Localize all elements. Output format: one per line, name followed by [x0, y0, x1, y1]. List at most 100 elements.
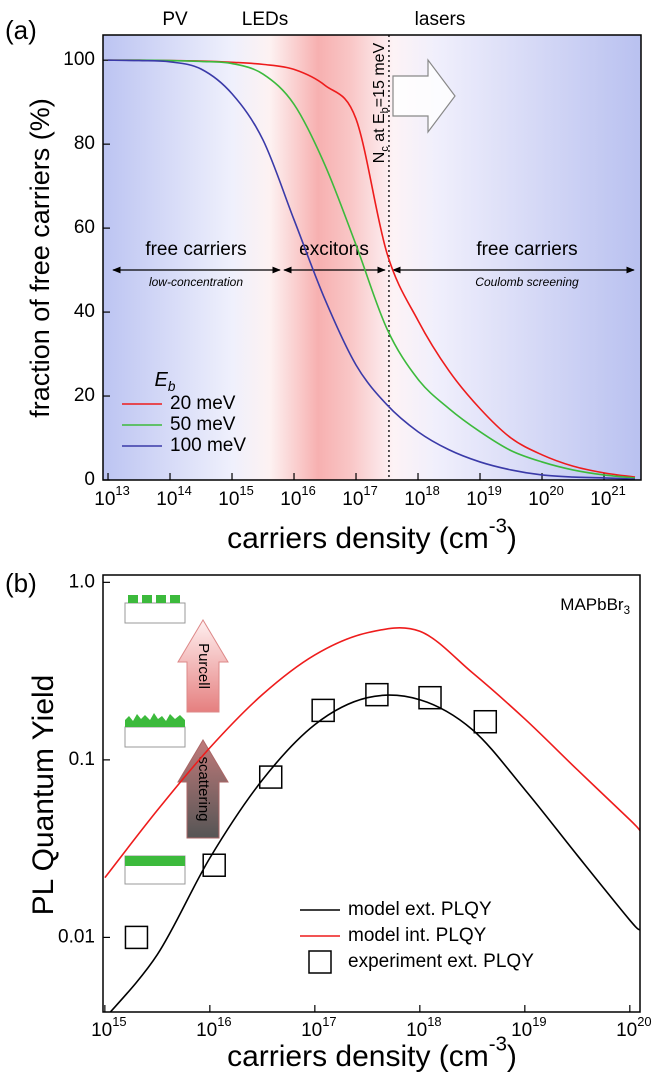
y-tick-label: 100 — [63, 49, 95, 70]
series-group — [104, 627, 640, 1012]
region-note: low-concentration — [149, 275, 243, 289]
text-part: 19 — [532, 1014, 546, 1029]
x-tick-label: 1015 — [91, 1014, 127, 1041]
text-part: =15 meV — [371, 42, 388, 107]
text-part: E — [155, 369, 169, 391]
y-tick-label: 40 — [74, 301, 95, 322]
legend-label: 50 meV — [170, 414, 236, 435]
y-tick-label: 0.01 — [58, 926, 95, 947]
plot-background — [103, 35, 641, 480]
text-part: 10 — [91, 1020, 112, 1041]
text-part: 20 — [637, 1014, 651, 1029]
data-point — [418, 685, 442, 710]
text-part: 10 — [156, 489, 177, 510]
y-axis-title: fraction of free carriers (%) — [25, 98, 55, 418]
icon-pillar — [170, 595, 180, 603]
text-part: c — [379, 146, 391, 152]
text-part: 10 — [301, 1020, 322, 1041]
text-part: 10 — [342, 489, 363, 510]
text-part: 10 — [94, 489, 115, 510]
x-tick-label: 1013 — [94, 483, 129, 510]
text-part: 16 — [217, 1014, 231, 1029]
panel-label: (b) — [5, 568, 37, 598]
purcell-arrow — [177, 619, 229, 713]
stage-label: PV — [162, 9, 188, 30]
x-tick-label: 1016 — [280, 483, 316, 510]
x-tick-label: 1016 — [196, 1014, 232, 1041]
text-part: 10 — [466, 489, 487, 510]
data-point — [202, 853, 226, 877]
text-part: carriers density (cm — [227, 522, 489, 555]
x-tick-label: 1019 — [466, 483, 502, 510]
text-part: 10 — [196, 1020, 217, 1041]
arrow-label: scattering — [195, 756, 212, 821]
stage-label: lasers — [415, 9, 466, 30]
text-part: -3 — [489, 1034, 507, 1056]
text-part: 14 — [177, 483, 191, 498]
icon-rough-film — [125, 713, 185, 727]
plot-frame — [102, 34, 642, 481]
icon-pillar — [128, 595, 138, 603]
region-label: free carriers — [476, 239, 577, 260]
text-part: ) — [507, 1040, 517, 1073]
icon-substrate — [124, 726, 186, 748]
x-axis-title: carriers density (cm-3) — [227, 1034, 517, 1073]
text-part: 16 — [301, 483, 315, 498]
text-part: 10 — [404, 489, 425, 510]
arrow-label: Purcell — [195, 643, 212, 689]
y-axis-title: PL Quantum Yield — [27, 675, 60, 916]
series-line — [108, 59, 636, 479]
x-tick-label: 1017 — [342, 483, 378, 510]
y-tick-label: 60 — [74, 217, 95, 238]
series-line — [108, 59, 636, 480]
legend-swatch — [308, 950, 332, 974]
legend-label: model ext. PLQY — [348, 899, 492, 920]
legend-label: 20 meV — [170, 393, 236, 414]
text-part: 10 — [511, 1020, 532, 1041]
text-part: 10 — [406, 1020, 427, 1041]
text-part: 17 — [322, 1014, 336, 1029]
text-part: 3 — [624, 605, 630, 617]
x-tick-label: 1019 — [511, 1014, 547, 1041]
compound-label: MAPbBr3 — [560, 595, 630, 617]
x-tick-label: 1021 — [590, 483, 626, 510]
plot-frame — [102, 574, 641, 1013]
text-part: 18 — [427, 1014, 441, 1029]
sample-icons — [124, 595, 186, 885]
text-part: 10 — [590, 489, 611, 510]
y-tick-label: 20 — [74, 385, 95, 406]
y-tick-label: 0.1 — [69, 749, 95, 770]
text-part: 15 — [239, 483, 253, 498]
text-part: carriers density (cm — [227, 1040, 489, 1073]
text-part: b — [379, 107, 391, 113]
icon-pillar — [142, 595, 152, 603]
text-part: 15 — [112, 1014, 126, 1029]
stage-label: LEDs — [242, 9, 288, 30]
text-part: 18 — [425, 483, 439, 498]
text-part: 20 — [549, 483, 563, 498]
legend-title: Eb — [155, 369, 176, 393]
text-part: at E — [371, 113, 388, 146]
x-axis-title: carriers density (cm-3) — [227, 516, 517, 555]
region-label: excitons — [299, 239, 369, 260]
x-tick-label: 1020 — [616, 1014, 652, 1041]
x-tick-label: 1015 — [218, 483, 254, 510]
icon-pillar — [156, 595, 166, 603]
series-line — [109, 694, 640, 1012]
y-tick-label: 80 — [74, 133, 95, 154]
region-note: Coulomb screening — [475, 275, 579, 289]
y-tick-label: 0 — [84, 469, 95, 490]
text-part: N — [371, 152, 388, 164]
legend-label: experiment ext. PLQY — [348, 951, 534, 972]
icon-flat-film — [125, 856, 185, 866]
legend-label: 100 meV — [170, 435, 246, 456]
data-point — [365, 682, 389, 707]
x-tick-label: 1020 — [528, 483, 564, 510]
text-part: 10 — [528, 489, 549, 510]
x-tick-label: 1018 — [404, 483, 440, 510]
text-part: 10 — [616, 1020, 637, 1041]
data-point — [124, 925, 149, 950]
scattering-arrow — [177, 739, 229, 839]
